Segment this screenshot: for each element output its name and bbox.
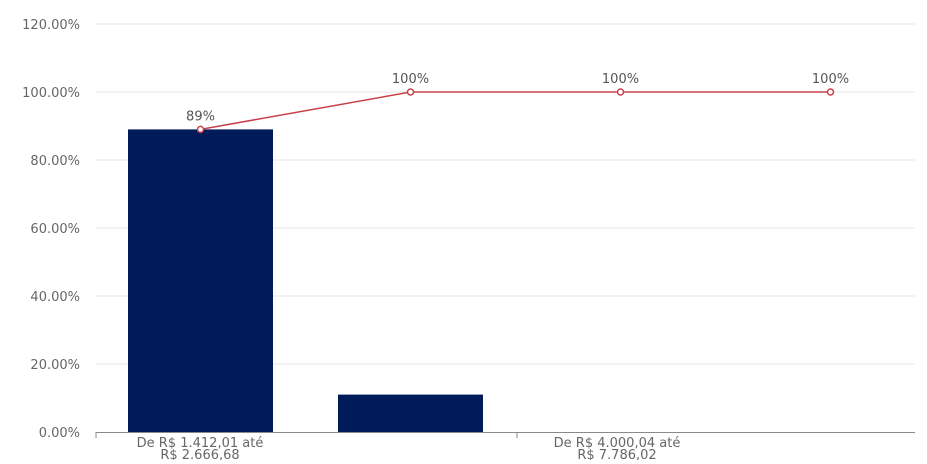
y-tick-label: 60.00% <box>30 222 80 237</box>
y-tick-label: 80.00% <box>30 154 80 169</box>
bar <box>338 394 483 432</box>
line-data-labels: 89% 100% 100% 100% <box>186 72 849 124</box>
line-data-label: 100% <box>392 72 429 87</box>
x-axis-tick-labels: De R$ 1.412,01 até R$ 2.666,68 De R$ 4.000… <box>137 436 681 463</box>
y-tick-label: 40.00% <box>30 290 80 305</box>
x-tick-label: De R$ 1.412,01 até R$ 2.666,68 <box>137 436 264 460</box>
cumulative-line <box>196 88 835 134</box>
bar <box>128 129 273 432</box>
y-tick-label: 120.00% <box>22 18 80 33</box>
line-point <box>616 88 625 96</box>
y-tick-label: 100.00% <box>22 86 80 101</box>
x-tick-label: De R$ 4.000,04 até R$ 7.786,02 <box>554 436 681 460</box>
bars <box>128 129 483 432</box>
line-data-label: 100% <box>812 72 849 87</box>
line-data-label: 100% <box>602 72 639 87</box>
cumulative-line-path <box>200 91 831 131</box>
y-tick-label: 20.00% <box>30 358 80 373</box>
line-point <box>196 125 205 134</box>
x-axis <box>95 432 915 438</box>
line-data-label: 89% <box>186 109 215 124</box>
y-tick-label: 0.00% <box>39 426 80 441</box>
line-point <box>406 88 415 96</box>
y-axis-tick-labels: 120.00% 100.00% 80.00% 60.00% 40.00% 20.00% 0.… <box>22 18 80 441</box>
line-point <box>826 88 835 96</box>
